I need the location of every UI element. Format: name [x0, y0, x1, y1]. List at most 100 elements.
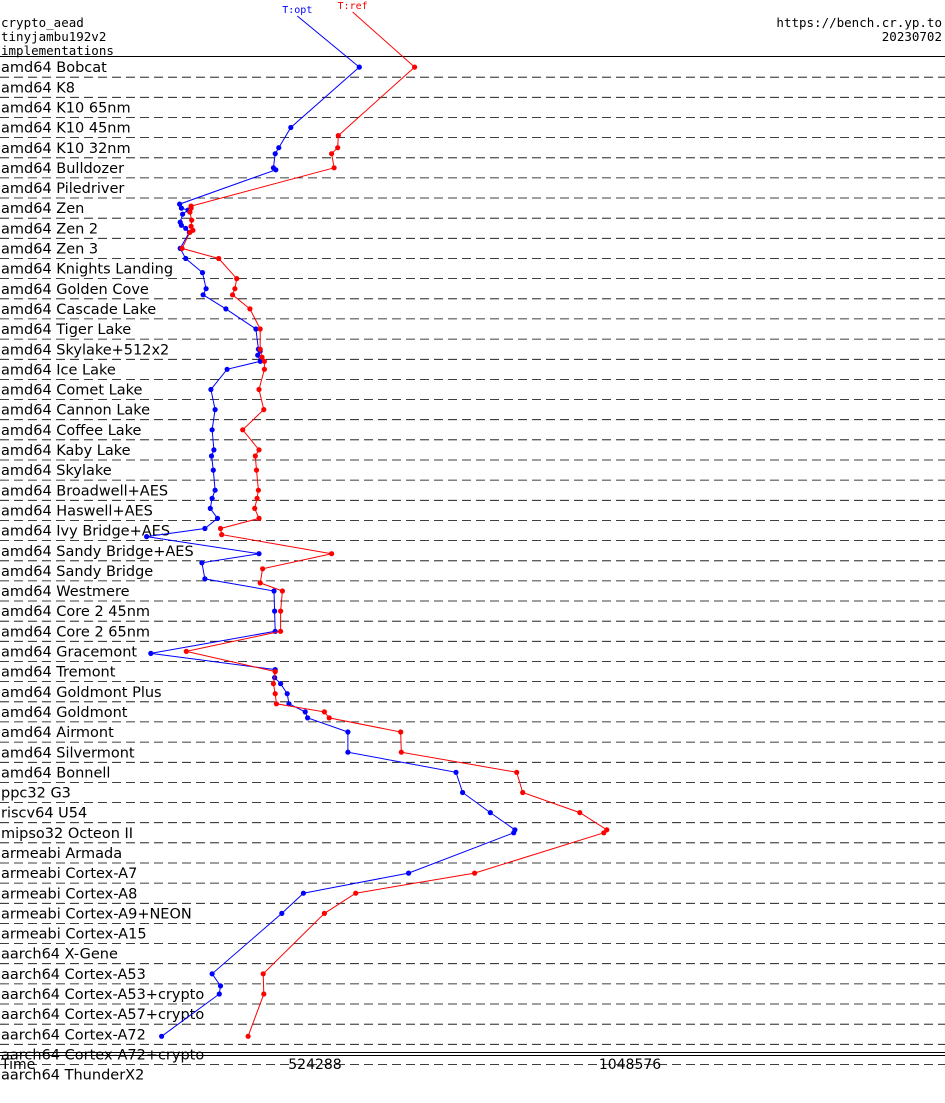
- data-point: [279, 910, 285, 917]
- data-point: [180, 211, 186, 217]
- row-label: amd64 Kaby Lake: [1, 443, 131, 459]
- data-point: [252, 453, 258, 459]
- row-label: aarch64 Cortex-A53: [1, 967, 146, 983]
- data-point: [335, 133, 341, 139]
- data-point: [178, 205, 184, 211]
- row-label: amd64 K10 32nm: [1, 141, 131, 157]
- data-point: [257, 346, 263, 352]
- row-label: amd64 Silvermont: [1, 745, 135, 761]
- data-point: [261, 407, 267, 413]
- row-label: aarch64 Cortex-A72: [1, 1027, 146, 1043]
- row-label: amd64 Comet Lake: [1, 383, 142, 399]
- data-point: [254, 495, 260, 501]
- row-label: amd64 Knights Landing: [1, 262, 173, 278]
- data-point: [229, 292, 236, 298]
- data-point: [183, 648, 189, 655]
- series-opt: T:opt: [144, 5, 518, 1039]
- data-point: [272, 691, 278, 697]
- row-label: amd64 Zen 3: [1, 242, 98, 258]
- data-point: [577, 810, 583, 816]
- data-point: [331, 165, 337, 171]
- data-point: [472, 870, 478, 876]
- x-tick-label: 524288: [288, 1057, 341, 1073]
- data-point: [260, 971, 266, 977]
- row-label: amd64 Coffee Lake: [1, 423, 142, 439]
- data-point: [278, 628, 284, 634]
- row-label: amd64 Zen: [1, 201, 84, 217]
- data-point: [203, 286, 209, 292]
- row-label: amd64 Sandy Bridge: [1, 564, 153, 580]
- row-label: armeabi Cortex-A9+NEON: [1, 906, 192, 922]
- data-point: [240, 427, 246, 433]
- row-label: amd64 Haswell+AES: [1, 504, 153, 520]
- data-point: [514, 769, 520, 775]
- data-point: [270, 681, 276, 687]
- data-point: [234, 276, 240, 282]
- data-point: [188, 205, 194, 211]
- data-point: [209, 427, 215, 433]
- row-label: amd64 Golden Cove: [1, 282, 149, 298]
- data-point: [232, 286, 238, 292]
- data-point: [460, 789, 466, 796]
- title-line-3: implementations: [1, 43, 114, 58]
- row-label: amd64 Airmont: [1, 725, 114, 741]
- data-point: [335, 145, 341, 151]
- row-label: amd64 Sandy Bridge+AES: [1, 544, 194, 560]
- data-point: [273, 701, 279, 707]
- data-point: [326, 715, 332, 721]
- data-point: [305, 715, 311, 721]
- data-point: [202, 525, 208, 532]
- data-point: [187, 209, 193, 215]
- data-point: [329, 551, 335, 557]
- title-line-1: crypto_aead: [1, 15, 84, 30]
- series-leader-line: [296, 15, 360, 68]
- data-point: [278, 681, 284, 687]
- chart-date: 20230702: [882, 29, 942, 44]
- data-point: [453, 769, 459, 775]
- row-label: amd64 Piledriver: [1, 181, 124, 197]
- data-point: [321, 709, 327, 715]
- row-label: amd64 Cannon Lake: [1, 403, 150, 419]
- x-tick-label: 1048576: [599, 1057, 661, 1073]
- data-point: [256, 447, 262, 453]
- data-point: [511, 830, 517, 836]
- data-point: [288, 124, 294, 131]
- row-label: amd64 Ice Lake: [1, 362, 116, 378]
- data-point: [209, 971, 215, 977]
- data-point: [279, 588, 285, 594]
- data-point: [260, 566, 266, 572]
- row-label: amd64 Skylake: [1, 463, 112, 479]
- data-point: [286, 701, 292, 707]
- series-label: T:opt: [282, 5, 312, 16]
- data-point: [261, 991, 267, 997]
- data-point: [210, 467, 216, 473]
- data-point: [212, 487, 218, 493]
- row-label: aarch64 X-Gene: [1, 947, 118, 963]
- data-point: [208, 386, 214, 393]
- row-label: aarch64 Cortex-A53+crypto: [1, 987, 204, 1003]
- data-point: [257, 580, 263, 586]
- row-label: amd64 Goldmont Plus: [1, 685, 162, 701]
- data-point: [188, 223, 194, 229]
- data-point: [356, 64, 362, 70]
- data-point: [329, 151, 335, 157]
- row-label: mipso32 Octeon II: [1, 826, 133, 842]
- data-point: [261, 358, 267, 364]
- series-ref: T:ref: [179, 1, 610, 1039]
- data-point: [219, 532, 225, 538]
- data-point: [520, 789, 526, 796]
- row-label: amd64 K10 45nm: [1, 121, 131, 137]
- row-label: amd64 Bulldozer: [1, 161, 124, 177]
- data-point: [255, 487, 261, 493]
- data-point: [187, 229, 193, 235]
- data-point: [144, 534, 150, 540]
- data-point: [345, 749, 351, 755]
- data-point: [302, 709, 308, 715]
- data-point: [272, 151, 278, 157]
- row-label: amd64 Bobcat: [1, 60, 107, 76]
- data-point: [272, 608, 278, 614]
- row-label: amd64 Core 2 65nm: [1, 624, 150, 640]
- data-point: [214, 515, 221, 522]
- row-label: amd64 Cascade Lake: [1, 302, 156, 318]
- data-point: [601, 830, 607, 836]
